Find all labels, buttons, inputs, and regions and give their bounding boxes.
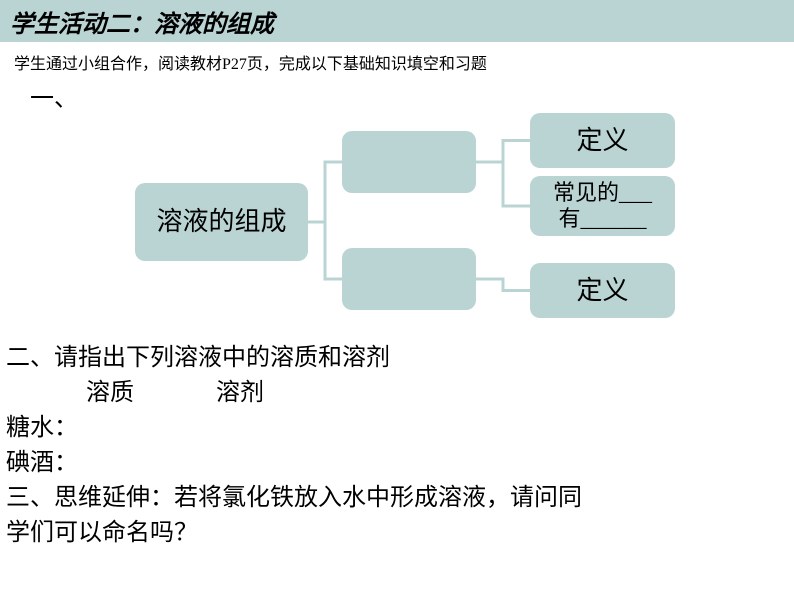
section-two-columns: 溶质 溶剂 <box>6 372 788 407</box>
instruction-text: 学生通过小组合作，阅读教材P27页，完成以下基础知识填空和习题 <box>0 42 794 78</box>
tree-node-mid2 <box>342 248 476 310</box>
col-solvent: 溶剂 <box>216 380 264 406</box>
section-three-line1: 三、思维延伸：若将氯化铁放入水中形成溶液，请问同 <box>6 477 788 512</box>
section-two: 二、请指出下列溶液中的溶质和溶剂 溶质 溶剂 糖水： 碘酒： <box>0 333 794 477</box>
tree-node-root: 溶液的组成 <box>135 183 308 261</box>
tree-node-leaf3: 定义 <box>530 263 675 318</box>
tree-node-leaf2: 常见的___ 有______ <box>530 176 675 236</box>
tree-node-leaf1: 定义 <box>530 113 675 168</box>
tree-diagram: 溶液的组成定义常见的___ 有______定义 <box>0 113 794 333</box>
row-sugar-water: 糖水： <box>6 407 788 442</box>
section-one-label: 一、 <box>0 78 794 113</box>
header-bar: 学生活动二：溶液的组成 <box>0 0 794 42</box>
tree-node-mid1 <box>342 131 476 193</box>
row-iodine-tincture: 碘酒： <box>6 442 788 477</box>
section-two-title: 二、请指出下列溶液中的溶质和溶剂 <box>6 337 788 372</box>
col-solute: 溶质 <box>86 380 134 406</box>
header-title: 学生活动二：溶液的组成 <box>10 4 274 39</box>
section-three: 三、思维延伸：若将氯化铁放入水中形成溶液，请问同 学们可以命名吗？ <box>0 477 794 547</box>
section-three-line2: 学们可以命名吗？ <box>6 512 788 547</box>
